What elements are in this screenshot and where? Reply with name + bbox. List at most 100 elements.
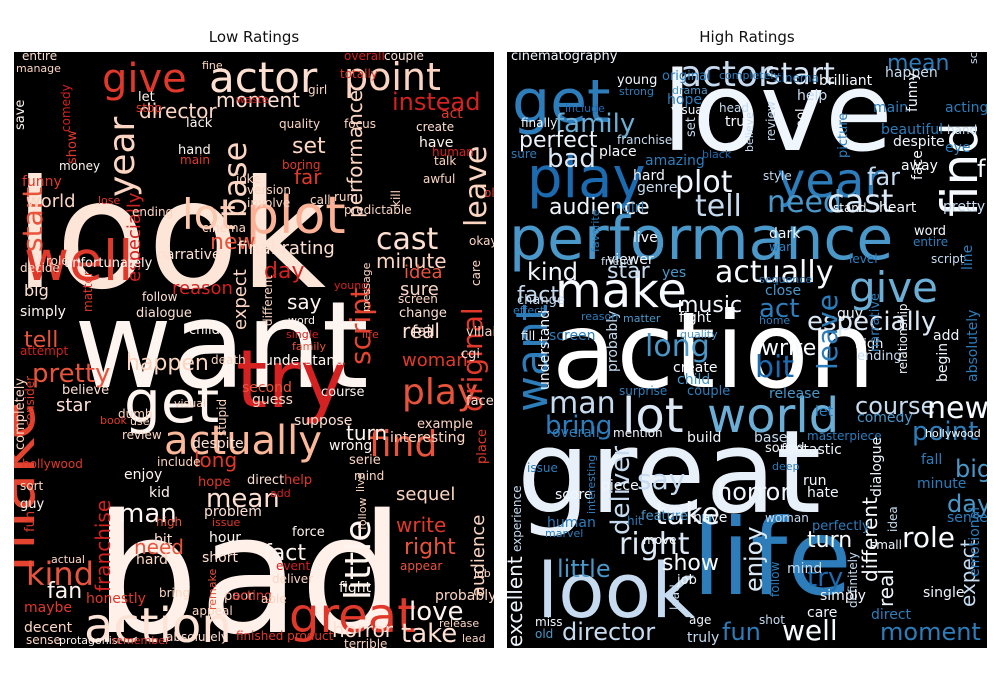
word-horror: horror [717, 478, 790, 506]
word-version: version [247, 183, 291, 197]
word-look: look [14, 149, 326, 323]
word-need: need [134, 535, 184, 559]
word-new: new [927, 391, 987, 426]
word-emotional: emotional [967, 507, 983, 577]
word-woman: woman [765, 511, 809, 525]
word-add: add [933, 328, 959, 344]
word-tell: tell [695, 189, 742, 224]
word-dark: dark [769, 226, 801, 242]
word-eye: eye [945, 140, 971, 156]
word-begin: begin [935, 343, 951, 382]
word-okay: okay [469, 234, 494, 248]
word-especially: especially [124, 192, 145, 282]
word-appear: appear [400, 559, 442, 573]
word-totally: totally [340, 67, 378, 81]
word-minute: minute [376, 249, 447, 273]
word-write: write [761, 336, 816, 361]
word-change: change [399, 306, 447, 321]
word-follow: follow [142, 290, 178, 304]
word-play: play [402, 372, 478, 413]
word-definitely: definitely [846, 552, 860, 608]
word-world: world [26, 191, 76, 212]
word-experience: experience [510, 485, 524, 552]
word-simply: simply [820, 588, 866, 604]
word-entire: entire [913, 235, 948, 249]
word-kind: kind [26, 555, 94, 593]
word-head: head [719, 101, 749, 115]
word-take: take [655, 497, 720, 532]
word-hard: hard [633, 168, 665, 184]
word-money: money [59, 159, 100, 173]
word-hollywood: hollywood [22, 457, 83, 471]
word-age: age [689, 613, 711, 627]
word-protagonist: protagonist [59, 634, 123, 647]
word-maybe: maybe [24, 600, 72, 616]
word-couple: couple [687, 384, 730, 399]
word-fantastic: fantastic [781, 442, 842, 458]
word-music: music [677, 293, 742, 318]
word-create: create [416, 120, 454, 134]
word-great: great [289, 588, 416, 644]
word-absolutely: absolutely [965, 310, 981, 382]
word-moment: moment [880, 618, 981, 646]
word-performance: performance [343, 90, 367, 218]
word-right: right [404, 535, 456, 560]
word-young: young [617, 73, 657, 88]
word-predictable: predictable [344, 203, 412, 217]
word-line: line [960, 245, 976, 270]
word-fun: fun [722, 618, 761, 646]
word-find: find [369, 424, 437, 465]
word-viewer: viewer [607, 252, 654, 268]
word-girl: girl [622, 200, 644, 216]
word-instead: instead [392, 88, 481, 116]
word-understand: understand [264, 353, 344, 369]
word-sort: sort [20, 479, 44, 493]
word-hour: hour [209, 530, 241, 546]
word-reason: reason [581, 310, 618, 323]
word-act: act [441, 106, 463, 122]
word-fail: fail [412, 322, 435, 340]
word-lot: lot [182, 190, 236, 239]
word-role: role [902, 521, 955, 554]
word-try: try [807, 563, 843, 593]
word-deliver: deliver [272, 572, 313, 586]
word-follow: follow [356, 498, 369, 530]
word-focus: focus [344, 117, 376, 131]
word-entire: entire [22, 52, 57, 63]
word-visual: visual [671, 103, 706, 117]
word-take: take [401, 619, 457, 648]
word-cast: cast [376, 222, 439, 257]
word-child: child [677, 372, 710, 388]
word-dumb: dumb [118, 407, 153, 421]
word-finally: finally [521, 116, 557, 130]
word-bad: bad [547, 144, 596, 174]
word-performance: performance [509, 204, 893, 274]
word-have: have [693, 510, 727, 526]
word-manage: manage [16, 62, 61, 75]
word-bad: bad [94, 479, 405, 648]
word-bring: bring [159, 586, 190, 600]
word-give: give [849, 263, 938, 312]
word-star: star [607, 259, 651, 284]
word-matter: matter [81, 271, 95, 312]
word-score: score [555, 487, 593, 503]
word-relationship: relationship [896, 303, 910, 374]
word-away: away [901, 158, 938, 174]
word-hollywood: hollywood [925, 427, 981, 440]
word-plot: plot [675, 165, 733, 200]
word-release: release [439, 617, 479, 630]
word-cgi: cgi [461, 347, 480, 362]
word-death: death [211, 353, 246, 367]
word-deliver: deliver [606, 446, 636, 535]
word-fight: fight [339, 580, 372, 596]
word-great: great [517, 406, 821, 540]
word-fun: fun [23, 511, 38, 532]
word-make: make [14, 402, 49, 572]
word-short: short [202, 550, 238, 566]
word-set: set [292, 134, 326, 159]
word-comedy: comedy [59, 84, 73, 132]
word-hope: hope [667, 92, 702, 108]
word-idea: idea [404, 262, 443, 283]
